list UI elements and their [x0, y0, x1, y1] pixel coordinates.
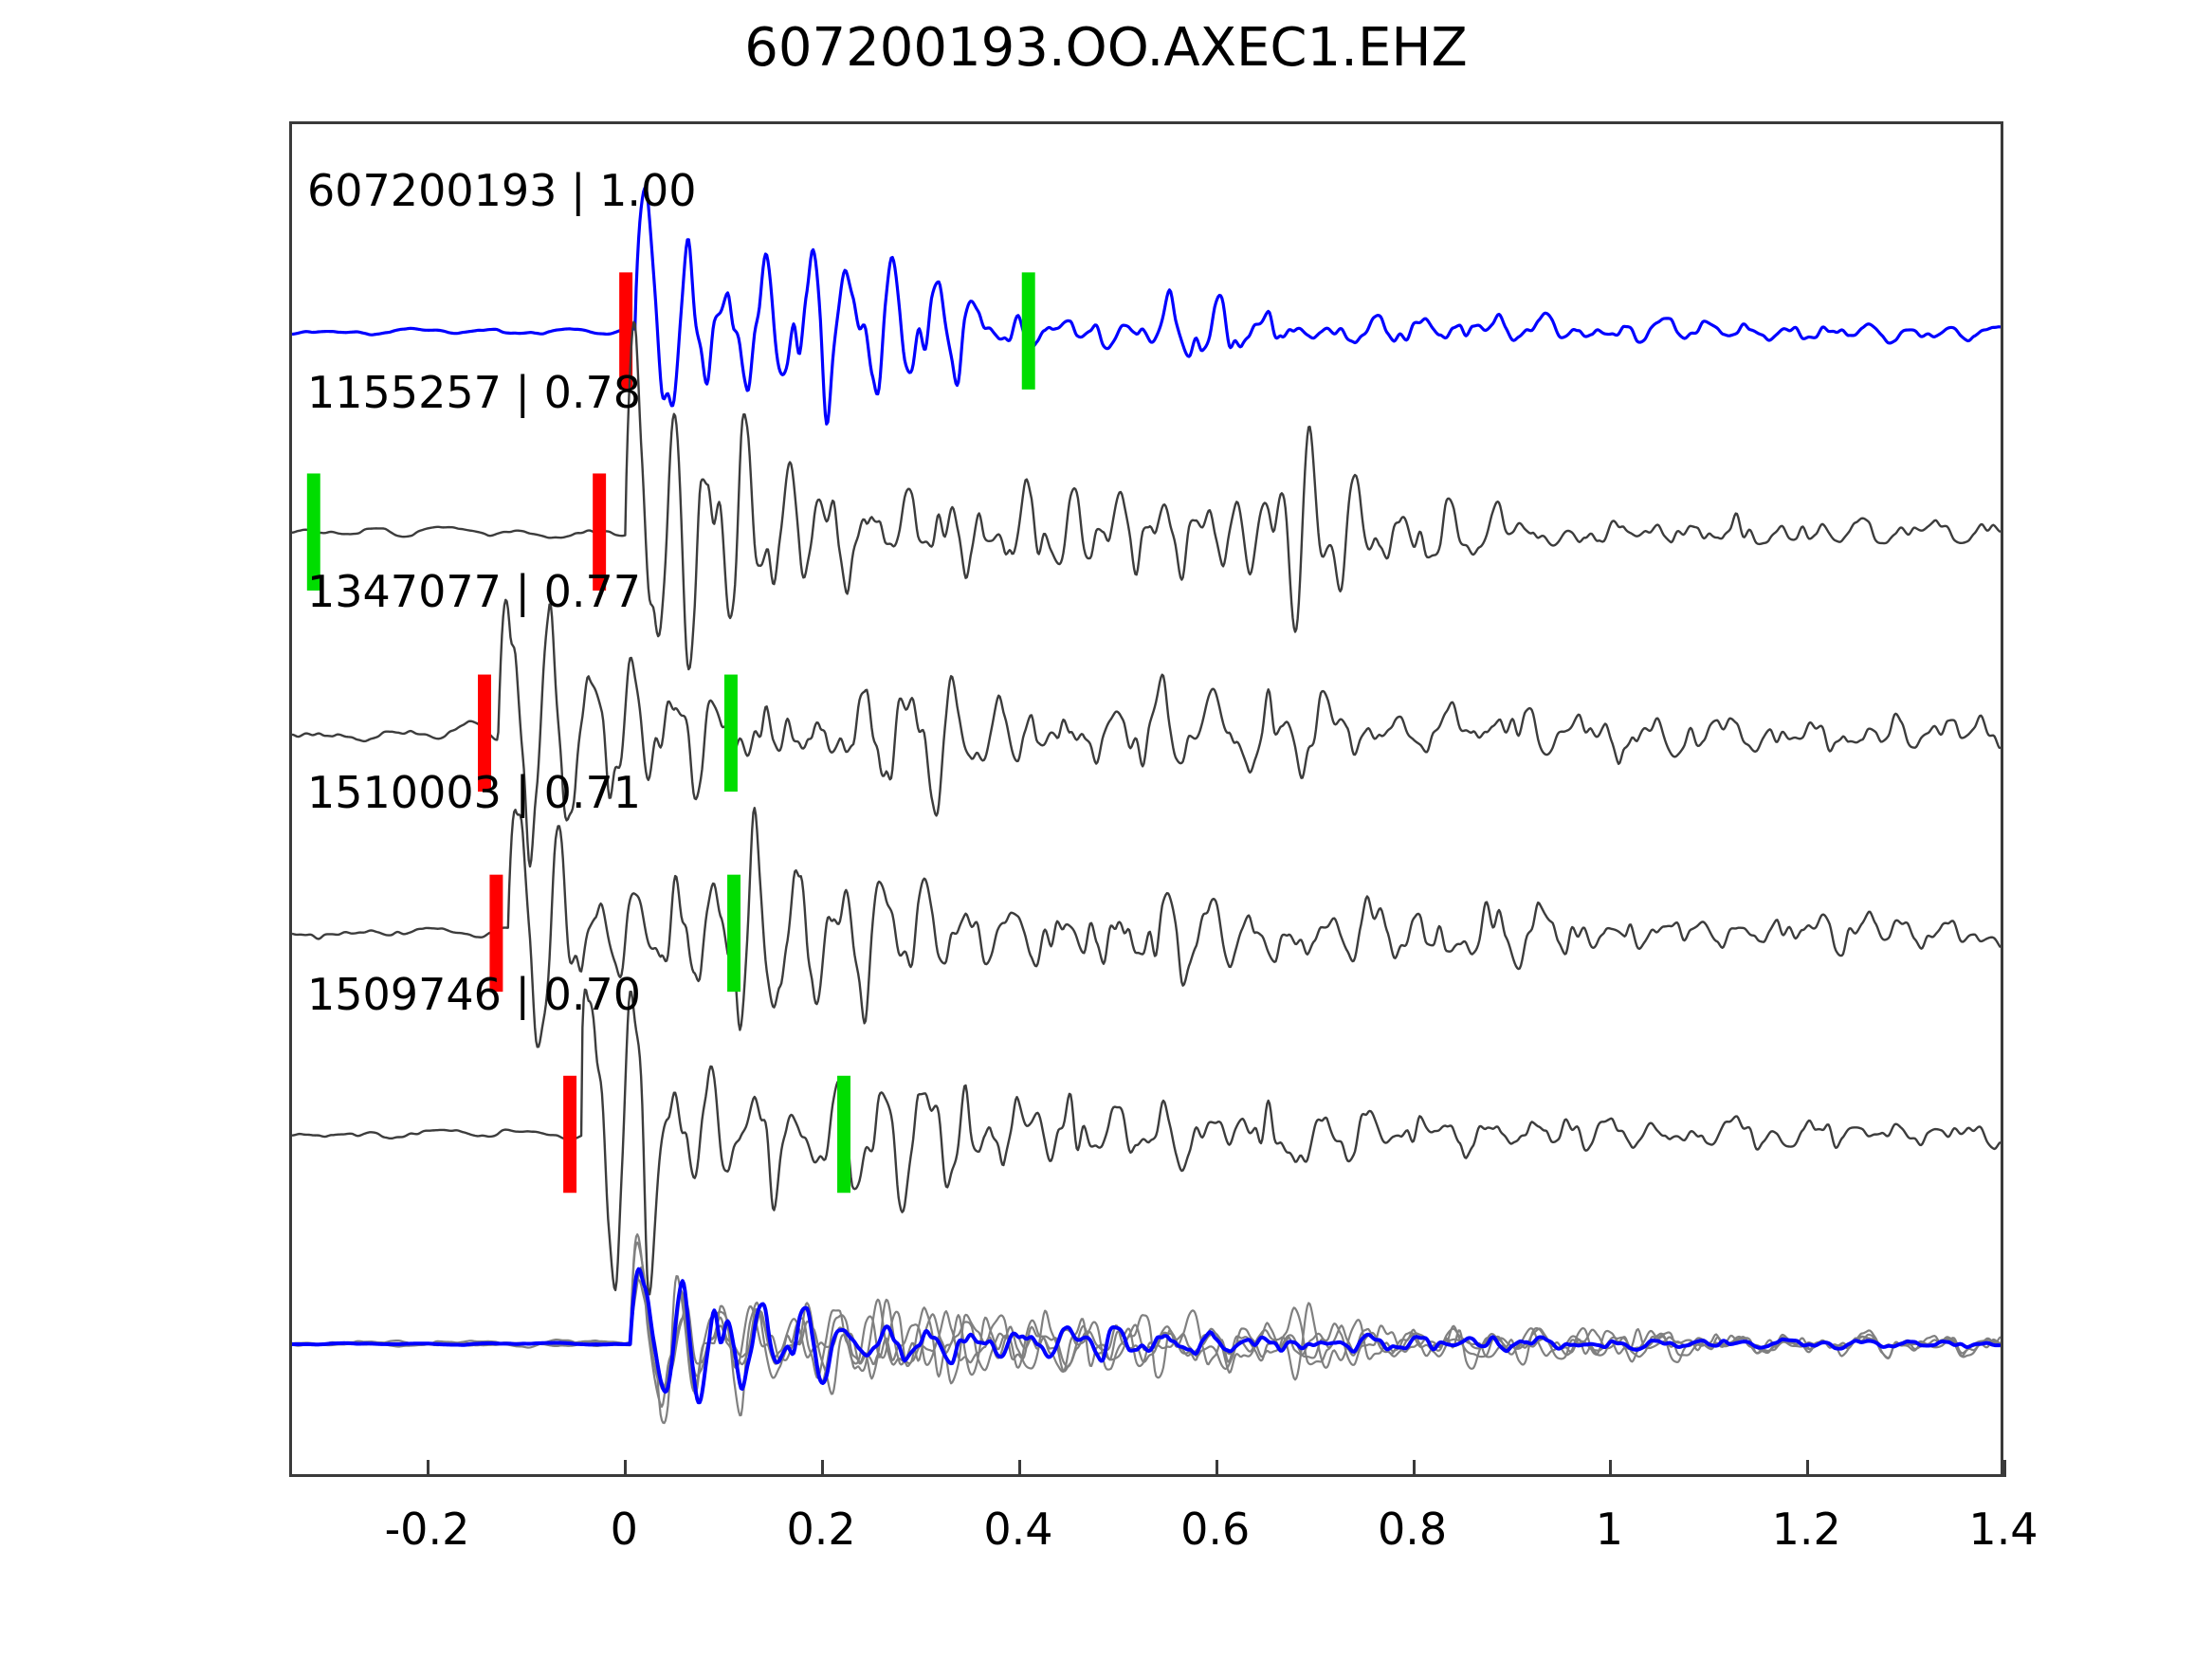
s-pick-marker-607200193[interactable]: [1021, 272, 1035, 390]
trace-label-1: 607200193 | 1.00: [307, 165, 697, 216]
stack-overlay-trace-1347077: [292, 1241, 2001, 1395]
x-tick-mark: [624, 1460, 628, 1477]
x-tick-mark: [1609, 1460, 1613, 1477]
s-pick-marker-1509746[interactable]: [837, 1075, 850, 1194]
waveform-trace-607200193: [292, 186, 2001, 426]
x-tick-mark: [1215, 1460, 1218, 1477]
plot-area: 607200193 | 1.00 1155257 | 0.78 1347077 …: [289, 121, 2003, 1477]
x-tick-mark: [2003, 1460, 2006, 1477]
trace-line: [292, 807, 2001, 1048]
x-tick-mark: [1806, 1460, 1810, 1477]
p-pick-marker-1155257[interactable]: [593, 473, 607, 591]
x-tick-label: 1.4: [1968, 1504, 2038, 1555]
s-pick-marker-1510003[interactable]: [727, 874, 741, 993]
trace-label-3: 1347077 | 0.77: [307, 566, 642, 617]
stack-reference-trace: [292, 1267, 2001, 1405]
trace-label-5: 1509746 | 0.70: [307, 969, 642, 1020]
x-tick-label: 0.8: [1377, 1504, 1448, 1555]
p-pick-marker-607200193[interactable]: [619, 272, 633, 390]
trace-line: [292, 186, 2001, 426]
p-pick-marker-1510003[interactable]: [489, 874, 503, 993]
waveform-trace-1347077: [292, 598, 2001, 868]
page-title: 607200193.OO.AXEC1.EHZ: [744, 17, 1468, 79]
x-tick-label: 0.4: [983, 1504, 1053, 1555]
x-tick-label: -0.2: [384, 1504, 470, 1555]
p-pick-marker-1347077[interactable]: [478, 674, 491, 793]
x-tick-mark: [427, 1460, 430, 1477]
x-tick-label: 0.2: [786, 1504, 856, 1555]
s-pick-marker-1155257[interactable]: [306, 473, 320, 591]
p-pick-marker-1509746[interactable]: [563, 1075, 577, 1194]
trace-label-2: 1155257 | 0.78: [307, 367, 642, 418]
x-tick-mark: [821, 1460, 825, 1477]
x-tick-label: 1: [1595, 1504, 1623, 1555]
x-tick-label: 0.6: [1180, 1504, 1251, 1555]
x-tick-label: 0: [610, 1504, 638, 1555]
waveform-canvas: [292, 186, 2001, 1425]
x-tick-label: 1.2: [1771, 1504, 1841, 1555]
s-pick-marker-1347077[interactable]: [723, 674, 738, 793]
trace-line: [292, 320, 2001, 671]
trace-label-4: 1510003 | 0.71: [307, 767, 642, 818]
x-axis: -0.2 0 0.2 0.4 0.6 0.8 1 1.2 1.4: [289, 1460, 2038, 1581]
trace-line: [292, 598, 2001, 868]
x-tick-mark: [1412, 1460, 1416, 1477]
stack-overlay-trace-1155257: [292, 1232, 2001, 1425]
stack-overlay-panel: [292, 1232, 2001, 1425]
waveform-trace-1510003: [292, 807, 2001, 1048]
waveform-trace-1155257: [292, 320, 2001, 671]
waveform-trace-1509746: [292, 988, 2001, 1296]
x-tick-mark: [1017, 1460, 1021, 1477]
trace-line: [292, 988, 2001, 1296]
stack-overlay-trace-1509746: [292, 1278, 2001, 1392]
